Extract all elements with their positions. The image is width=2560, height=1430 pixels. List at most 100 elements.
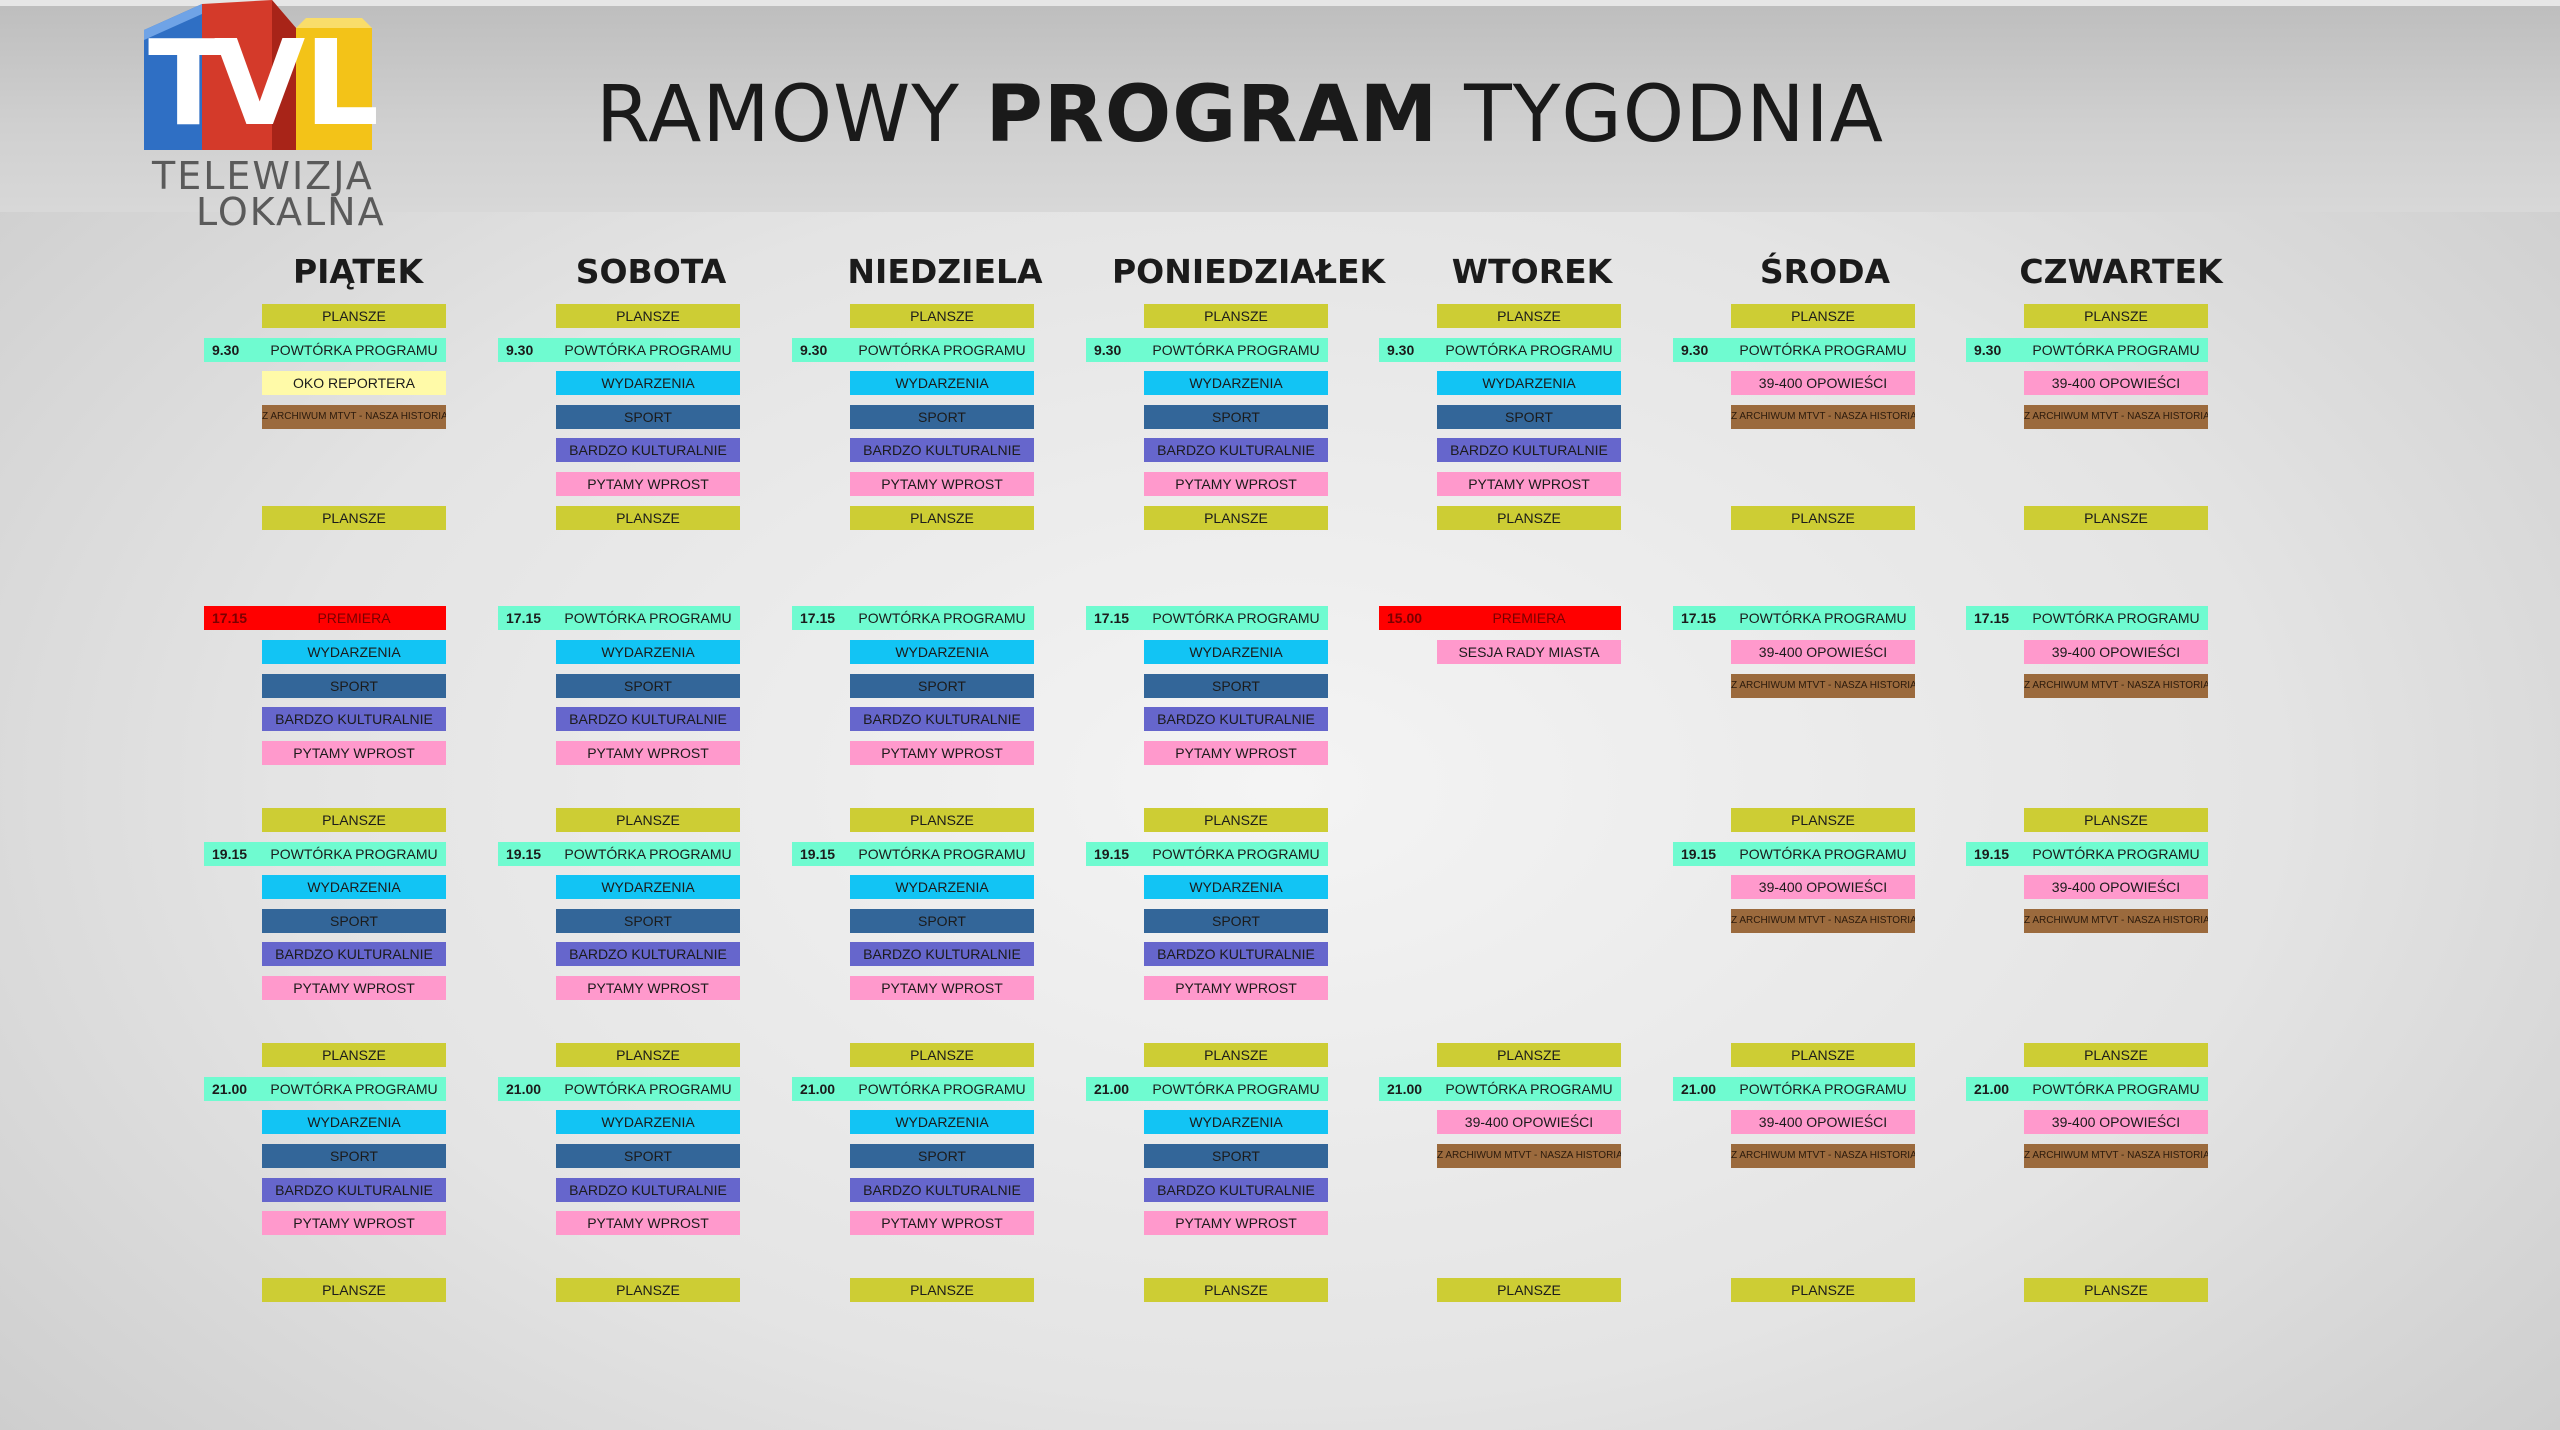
program-slot-premiera: PREMIERA [262, 606, 446, 631]
program-slot-powtorka: POWTÓRKA PROGRAMU [2024, 841, 2208, 866]
program-slot-wydarzenia: WYDARZENIA [1144, 640, 1328, 664]
program-slot-wprost: PYTAMY WPROST [850, 740, 1034, 765]
program-slot-wprost: PYTAMY WPROST [262, 976, 446, 1000]
logo-line1: TELEWIZJA [152, 154, 374, 198]
program-slot-wprost: PYTAMY WPROST [1144, 976, 1328, 1000]
program-slot-plansze: PLANSZE [850, 505, 1034, 530]
program-slot-powtorka: POWTÓRKA PROGRAMU [1144, 337, 1328, 362]
program-slot-plansze: PLANSZE [556, 808, 740, 832]
program-slot-powtorka: POWTÓRKA PROGRAMU [1731, 841, 1915, 866]
program-slot-powtorka: POWTÓRKA PROGRAMU [556, 841, 740, 866]
program-slot-plansze: PLANSZE [2024, 808, 2208, 832]
program-slot-plansze: PLANSZE [262, 304, 446, 328]
program-slot-powtorka: POWTÓRKA PROGRAMU [850, 1076, 1034, 1101]
program-slot-sport: SPORT [850, 404, 1034, 429]
program-slot-wydarzenia: WYDARZENIA [556, 875, 740, 900]
program-slot-plansze: PLANSZE [556, 1043, 740, 1068]
program-slot-plansze: PLANSZE [1437, 1043, 1621, 1068]
program-slot-sport: SPORT [556, 908, 740, 933]
program-slot-opowiesci: 39-400 OPOWIEŚCI [1731, 640, 1915, 664]
program-slot-archiwum: Z ARCHIWUM MTVT - NASZA HISTORIA [2024, 673, 2208, 698]
program-time: 9.30 [1966, 337, 2024, 362]
program-slot-archiwum: Z ARCHIWUM MTVT - NASZA HISTORIA [1731, 673, 1915, 698]
program-time: 17.15 [1966, 606, 2024, 631]
program-slot-sport: SPORT [556, 673, 740, 698]
program-slot-kulturalnie: BARDZO KULTURALNIE [262, 1177, 446, 1202]
program-slot-kulturalnie: BARDZO KULTURALNIE [262, 942, 446, 967]
program-slot-kulturalnie: BARDZO KULTURALNIE [262, 707, 446, 732]
program-slot-wydarzenia: WYDARZENIA [556, 1110, 740, 1135]
program-slot-wydarzenia: WYDARZENIA [850, 371, 1034, 396]
program-slot-wydarzenia: WYDARZENIA [1144, 1110, 1328, 1135]
program-slot-wydarzenia: WYDARZENIA [556, 371, 740, 396]
program-slot-plansze: PLANSZE [850, 1278, 1034, 1303]
program-time: 9.30 [498, 337, 556, 362]
program-slot-powtorka: POWTÓRKA PROGRAMU [2024, 1076, 2208, 1101]
program-slot-wydarzenia: WYDARZENIA [262, 1110, 446, 1135]
program-slot-wprost: PYTAMY WPROST [556, 1211, 740, 1236]
program-slot-kulturalnie: BARDZO KULTURALNIE [850, 1177, 1034, 1202]
program-slot-powtorka: POWTÓRKA PROGRAMU [2024, 337, 2208, 362]
program-slot-powtorka: POWTÓRKA PROGRAMU [1144, 1076, 1328, 1101]
program-slot-plansze: PLANSZE [262, 1043, 446, 1068]
program-slot-sport: SPORT [556, 1144, 740, 1168]
program-slot-archiwum: Z ARCHIWUM MTVT - NASZA HISTORIA [1437, 1144, 1621, 1168]
program-slot-powtorka: POWTÓRKA PROGRAMU [556, 1076, 740, 1101]
program-slot-powtorka: POWTÓRKA PROGRAMU [1437, 337, 1621, 362]
program-time: 17.15 [1086, 606, 1144, 631]
logo-letter-v: V [214, 14, 306, 152]
program-slot-wydarzenia: WYDARZENIA [1144, 371, 1328, 396]
program-time: 17.15 [498, 606, 556, 631]
program-slot-wydarzenia: WYDARZENIA [556, 640, 740, 664]
program-slot-sport: SPORT [1144, 1144, 1328, 1168]
program-slot-wydarzenia: WYDARZENIA [262, 875, 446, 900]
tvl-logo: T V L TELEWIZJA LOKALNA [140, 0, 390, 231]
program-slot-plansze: PLANSZE [1437, 505, 1621, 530]
program-slot-opowiesci: 39-400 OPOWIEŚCI [1731, 371, 1915, 396]
program-slot-plansze: PLANSZE [262, 1278, 446, 1303]
program-slot-kulturalnie: BARDZO KULTURALNIE [1144, 707, 1328, 732]
program-slot-plansze: PLANSZE [1144, 1043, 1328, 1068]
program-slot-kulturalnie: BARDZO KULTURALNIE [850, 438, 1034, 463]
day-header: NIEDZIELA [847, 252, 1043, 291]
program-slot-wprost: PYTAMY WPROST [850, 472, 1034, 496]
program-slot-plansze: PLANSZE [2024, 1278, 2208, 1303]
program-slot-plansze: PLANSZE [850, 304, 1034, 328]
program-slot-powtorka: POWTÓRKA PROGRAMU [262, 337, 446, 362]
program-slot-archiwum: Z ARCHIWUM MTVT - NASZA HISTORIA [1731, 1144, 1915, 1168]
program-slot-sport: SPORT [262, 1144, 446, 1168]
program-slot-plansze: PLANSZE [556, 1278, 740, 1303]
program-slot-powtorka: POWTÓRKA PROGRAMU [1731, 606, 1915, 631]
program-slot-wydarzenia: WYDARZENIA [262, 640, 446, 664]
program-slot-powtorka: POWTÓRKA PROGRAMU [850, 841, 1034, 866]
program-slot-archiwum: Z ARCHIWUM MTVT - NASZA HISTORIA [1731, 404, 1915, 429]
program-slot-plansze: PLANSZE [1731, 304, 1915, 328]
program-time: 9.30 [1379, 337, 1437, 362]
program-time: 21.00 [1379, 1076, 1437, 1101]
program-slot-plansze: PLANSZE [850, 808, 1034, 832]
program-slot-plansze: PLANSZE [1731, 1043, 1915, 1068]
program-slot-kulturalnie: BARDZO KULTURALNIE [556, 1177, 740, 1202]
program-slot-sport: SPORT [850, 908, 1034, 933]
program-slot-powtorka: POWTÓRKA PROGRAMU [1731, 1076, 1915, 1101]
program-slot-opowiesci: 39-400 OPOWIEŚCI [1731, 875, 1915, 900]
program-slot-opowiesci: 39-400 OPOWIEŚCI [2024, 875, 2208, 900]
logo-caption: TELEWIZJA LOKALNA [152, 154, 386, 231]
program-slot-wydarzenia: WYDARZENIA [1144, 875, 1328, 900]
program-slot-wydarzenia: WYDARZENIA [850, 640, 1034, 664]
program-slot-oko: OKO REPORTERA [262, 371, 446, 396]
program-slot-plansze: PLANSZE [1731, 505, 1915, 530]
program-slot-plansze: PLANSZE [556, 304, 740, 328]
program-slot-plansze: PLANSZE [2024, 1043, 2208, 1068]
program-time: 19.15 [1086, 841, 1144, 866]
program-slot-wprost: PYTAMY WPROST [262, 1211, 446, 1236]
program-time: 19.15 [498, 841, 556, 866]
program-slot-plansze: PLANSZE [1731, 808, 1915, 832]
program-slot-plansze: PLANSZE [1144, 1278, 1328, 1303]
program-slot-archiwum: Z ARCHIWUM MTVT - NASZA HISTORIA [2024, 1144, 2208, 1168]
program-time: 19.15 [792, 841, 850, 866]
program-slot-kulturalnie: BARDZO KULTURALNIE [556, 942, 740, 967]
day-header: CZWARTEK [2019, 252, 2223, 291]
program-slot-powtorka: POWTÓRKA PROGRAMU [1144, 606, 1328, 631]
program-slot-archiwum: Z ARCHIWUM MTVT - NASZA HISTORIA [2024, 404, 2208, 429]
